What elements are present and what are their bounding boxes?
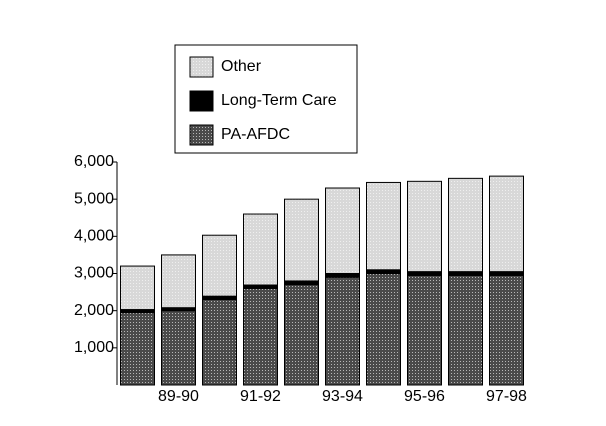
bar-segment — [284, 280, 319, 286]
legend-label: Other — [221, 58, 262, 75]
bar-segment — [161, 310, 196, 386]
bar-segment — [366, 181, 401, 271]
bar-segment — [448, 274, 483, 386]
bar-segment — [366, 269, 401, 274]
bar-segment — [325, 273, 360, 278]
bar-segment — [489, 271, 524, 276]
bar-segment — [284, 198, 319, 282]
bar-segment — [243, 213, 278, 286]
bar-segment — [202, 234, 237, 297]
y-tick-label: 5,000 — [74, 190, 114, 207]
x-tick-label: 95-96 — [404, 388, 445, 405]
x-tick-label: 93-94 — [322, 388, 363, 405]
legend-label: Long-Term Care — [221, 92, 337, 109]
legend-label: PA-AFDC — [221, 126, 290, 143]
bar-segment — [120, 265, 155, 311]
bar-segment — [161, 254, 196, 309]
bar-segment — [448, 271, 483, 276]
bar-segment — [407, 271, 442, 276]
bar-segment — [448, 177, 483, 273]
bar-segment — [489, 175, 524, 273]
bar-segment — [489, 274, 524, 386]
y-tick-label: 2,000 — [74, 302, 114, 319]
legend-swatch — [189, 90, 214, 112]
bar-segment — [202, 295, 237, 301]
bar-segment — [325, 276, 360, 386]
bar-segment — [284, 284, 319, 386]
bar-segment — [243, 287, 278, 386]
bar-segment — [407, 274, 442, 386]
bar-segment — [120, 312, 155, 386]
bar-segment — [407, 180, 442, 273]
bar-segment — [202, 299, 237, 386]
y-tick-label: 1,000 — [74, 339, 114, 356]
x-tick-label: 91-92 — [240, 388, 281, 405]
x-tick-label: 89-90 — [158, 388, 199, 405]
y-tick-label: 3,000 — [74, 265, 114, 282]
x-tick-label: 97-98 — [486, 388, 527, 405]
legend-swatch — [189, 56, 214, 78]
bar-segment — [325, 187, 360, 274]
y-tick-label: 4,000 — [74, 228, 114, 245]
bar-segment — [366, 273, 401, 386]
y-tick-label: 6,000 — [74, 153, 114, 170]
legend-swatch — [189, 124, 214, 146]
bar-segment — [243, 284, 278, 289]
